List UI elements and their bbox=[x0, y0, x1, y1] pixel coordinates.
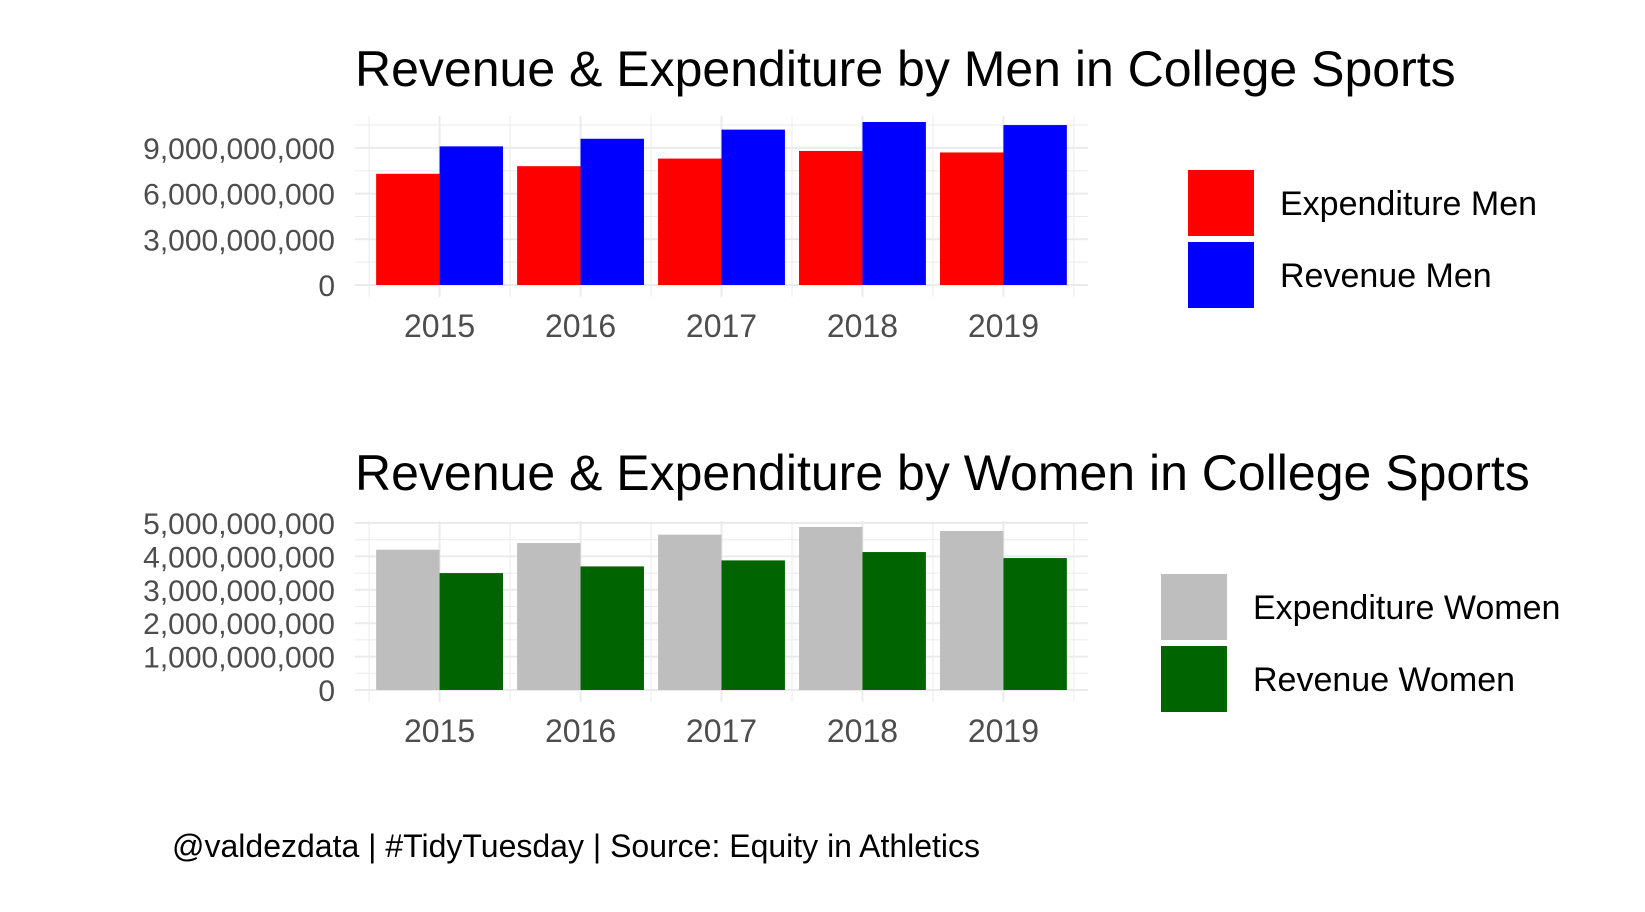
bar-expenditure-women-2015 bbox=[376, 549, 440, 690]
x-tick-label: 2016 bbox=[545, 308, 616, 344]
x-tick-label: 2019 bbox=[968, 308, 1039, 344]
legend-label: Revenue Women bbox=[1253, 661, 1515, 699]
legend-swatch bbox=[1161, 646, 1227, 712]
bar-expenditure-men-2015 bbox=[376, 173, 440, 285]
x-tick-label: 2018 bbox=[827, 308, 898, 344]
x-tick-label: 2019 bbox=[968, 713, 1039, 749]
legend-swatch bbox=[1161, 574, 1227, 640]
bar-revenue-women-2015 bbox=[439, 573, 504, 690]
bar-expenditure-men-2019 bbox=[939, 152, 1004, 285]
legend-label: Revenue Men bbox=[1280, 257, 1492, 295]
bars bbox=[376, 527, 1067, 690]
bar-revenue-men-2016 bbox=[580, 138, 644, 285]
legend-swatch bbox=[1188, 170, 1254, 236]
bar-revenue-men-2017 bbox=[721, 129, 785, 285]
y-tick-label: 0 bbox=[318, 675, 335, 708]
y-tick-label: 1,000,000,000 bbox=[143, 642, 335, 675]
x-tick-label: 2015 bbox=[404, 308, 475, 344]
chart-title: Revenue & Expenditure by Women in Colleg… bbox=[355, 445, 1530, 501]
y-tick-label: 0 bbox=[318, 270, 335, 303]
bars bbox=[376, 122, 1067, 286]
caption: @valdezdata | #TidyTuesday | Source: Equ… bbox=[172, 828, 980, 864]
bar-revenue-women-2018 bbox=[862, 552, 926, 690]
men-chart: Revenue & Expenditure by Men in College … bbox=[143, 41, 1537, 344]
bar-revenue-women-2019 bbox=[1003, 558, 1067, 690]
y-tick-label: 4,000,000,000 bbox=[143, 541, 335, 574]
y-tick-label: 5,000,000,000 bbox=[143, 508, 335, 541]
y-tick-label: 2,000,000,000 bbox=[143, 608, 335, 641]
x-tick-label: 2017 bbox=[686, 713, 757, 749]
x-tick-label: 2015 bbox=[404, 713, 475, 749]
bar-expenditure-women-2019 bbox=[939, 531, 1004, 690]
legend-swatch bbox=[1188, 242, 1254, 308]
legend-label: Expenditure Women bbox=[1253, 589, 1560, 627]
bar-expenditure-women-2017 bbox=[658, 534, 722, 690]
legend: Expenditure Women Revenue Women bbox=[1161, 574, 1560, 712]
bar-expenditure-men-2017 bbox=[658, 158, 722, 285]
x-tick-label: 2017 bbox=[686, 308, 757, 344]
y-tick-label: 3,000,000,000 bbox=[143, 224, 335, 257]
y-tick-label: 6,000,000,000 bbox=[143, 179, 335, 212]
x-tick-label: 2018 bbox=[827, 713, 898, 749]
bar-revenue-women-2016 bbox=[580, 566, 644, 690]
bar-revenue-men-2015 bbox=[439, 146, 504, 285]
y-tick-label: 9,000,000,000 bbox=[143, 133, 335, 166]
bar-expenditure-women-2018 bbox=[799, 527, 863, 690]
bar-revenue-men-2019 bbox=[1003, 125, 1067, 286]
bar-expenditure-men-2018 bbox=[799, 150, 863, 285]
bar-expenditure-men-2016 bbox=[517, 166, 581, 285]
y-tick-label: 3,000,000,000 bbox=[143, 575, 335, 608]
x-tick-label: 2016 bbox=[545, 713, 616, 749]
legend-label: Expenditure Men bbox=[1280, 185, 1537, 223]
chart-title: Revenue & Expenditure by Men in College … bbox=[355, 41, 1456, 97]
legend: Expenditure Men Revenue Men bbox=[1188, 170, 1537, 308]
bar-revenue-men-2018 bbox=[862, 122, 926, 285]
women-chart: Revenue & Expenditure by Women in Colleg… bbox=[143, 445, 1560, 749]
bar-expenditure-women-2016 bbox=[517, 543, 581, 690]
bar-revenue-women-2017 bbox=[721, 560, 785, 690]
